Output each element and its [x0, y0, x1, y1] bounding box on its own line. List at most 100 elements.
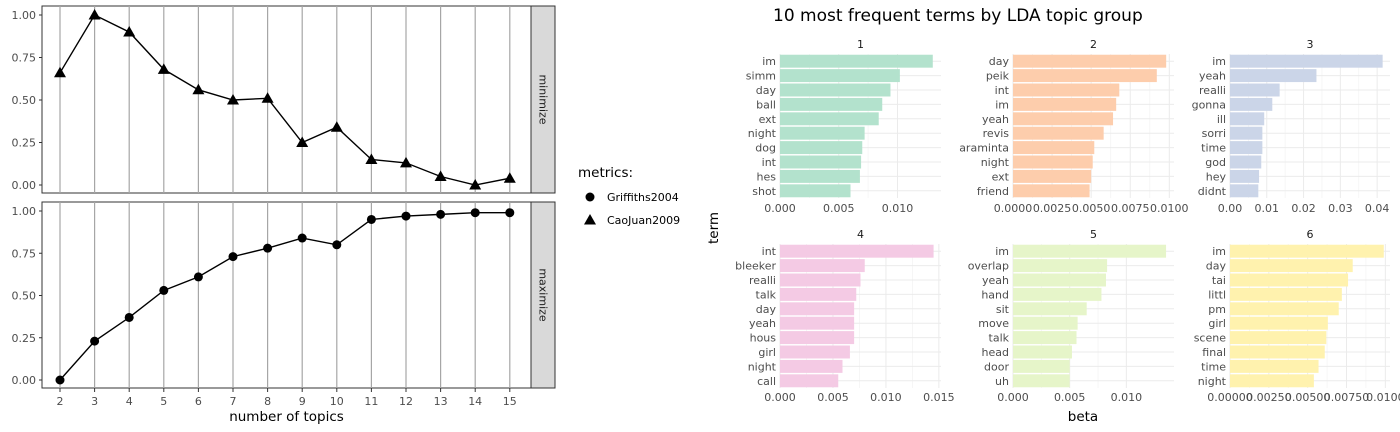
bar-5-im [1013, 244, 1167, 258]
y-tick-label: night [1198, 375, 1227, 388]
bar-3-yeah [1230, 69, 1317, 83]
y-tick-label: shot [752, 185, 776, 198]
y-tick-label: girl [758, 346, 776, 359]
bar-1-night [780, 126, 865, 140]
bar-5-yeah [1013, 273, 1106, 287]
y-tick-label: sorri [1202, 127, 1226, 140]
data-point-triangle [227, 94, 239, 105]
bar-5-hand [1013, 287, 1102, 301]
bar-1-ext [780, 112, 879, 126]
bar-4-night [780, 359, 843, 373]
bar-6-pm [1230, 302, 1339, 316]
x-tick-label: 0.00750 [1324, 391, 1370, 404]
y-tick-label: im [1212, 55, 1226, 68]
x-tick-label: 11 [364, 395, 378, 408]
data-point-triangle [365, 153, 378, 164]
panel-minimize [41, 5, 532, 194]
y-tick-label: didnt [1198, 185, 1227, 198]
bar-2-yeah [1013, 112, 1114, 126]
bar-3-gonna [1230, 97, 1273, 111]
y-tick-label: time [1201, 360, 1226, 373]
legend-title: metrics: [578, 165, 633, 181]
bar-4-talk [780, 287, 857, 301]
bar-6-time [1230, 359, 1319, 373]
y-tick-label: hey [1206, 170, 1227, 183]
x-tick-label: 0.00000 [1207, 391, 1253, 404]
series-line-Griffiths2004 [59, 211, 510, 381]
y-tick-label: littl [1208, 288, 1226, 301]
bar-6-final [1230, 345, 1325, 359]
chart-title: 10 most frequent terms by LDA topic grou… [773, 6, 1143, 26]
y-tick-label: pm [1208, 303, 1226, 316]
bar-1-hes [780, 169, 860, 183]
x-axis-title: number of topics [229, 409, 344, 425]
y-axis-title: term [706, 212, 722, 244]
y-tick-label: talk [989, 332, 1010, 345]
x-tick-label: 9 [299, 395, 306, 408]
y-tick-label: im [762, 55, 776, 68]
bar-3-god [1230, 155, 1262, 169]
y-tick-label: im [995, 98, 1009, 111]
bar-5-door [1013, 359, 1070, 373]
x-tick-label: 0.01 [1255, 202, 1280, 215]
facet-strip-label: 3 [1307, 38, 1314, 51]
y-tick-label: realli [1199, 84, 1226, 97]
x-tick-label: 0.00500 [1285, 391, 1331, 404]
x-tick-label: 0.0025 [1033, 202, 1072, 215]
y-tick-label: night [748, 127, 777, 140]
bar-1-dog [780, 141, 863, 155]
y-tick-label: night [748, 360, 777, 373]
bar-1-int [780, 155, 862, 169]
x-tick-label: 0.000 [997, 391, 1029, 404]
y-tick-label: 0.50 [12, 94, 37, 107]
data-point-circle [55, 375, 65, 385]
y-tick-label: 0.00 [12, 374, 37, 387]
y-tick-label: uh [995, 375, 1009, 388]
bar-3-realli [1230, 83, 1280, 97]
data-point-triangle [330, 121, 343, 132]
x-tick-label: 0.04 [1365, 202, 1390, 215]
data-point-circle [470, 208, 480, 218]
y-tick-label: int [762, 156, 777, 169]
x-tick-label: 3 [91, 395, 98, 408]
bar-6-im [1230, 244, 1384, 258]
facet-strip [530, 201, 556, 389]
y-tick-label: ext [992, 170, 1010, 183]
y-tick-label: 1.00 [12, 9, 37, 22]
y-tick-label: int [762, 245, 777, 258]
x-tick-label: 0.03 [1328, 202, 1353, 215]
y-tick-label: day [989, 55, 1010, 68]
bar-5-overlap [1013, 259, 1108, 273]
y-tick-label: revis [983, 127, 1010, 140]
x-tick-label: 2 [57, 395, 64, 408]
y-tick-label: 0.75 [12, 247, 37, 260]
y-tick-label: night [981, 156, 1010, 169]
data-point-triangle [469, 179, 482, 190]
data-point-triangle [88, 9, 101, 20]
x-tick-label: 7 [230, 395, 237, 408]
y-tick-label: tai [1212, 274, 1226, 287]
bar-5-head [1013, 345, 1072, 359]
y-tick-label: im [1212, 245, 1226, 258]
y-tick-label: 0.00 [12, 179, 37, 192]
x-tick-label: 0.010 [870, 391, 902, 404]
bar-2-im [1013, 97, 1117, 111]
bar-1-im [780, 54, 933, 68]
bar-2-peik [1013, 69, 1157, 83]
bar-5-uh [1013, 374, 1070, 388]
data-point-triangle [400, 156, 412, 168]
data-point-circle [436, 209, 446, 219]
bar-6-tai [1230, 273, 1349, 287]
facet-strip-label: 1 [857, 38, 864, 51]
x-tick-label: 0.005 [817, 391, 849, 404]
y-tick-label: god [1205, 156, 1226, 169]
x-tick-label: 12 [399, 395, 413, 408]
y-tick-label: final [1202, 346, 1226, 359]
bar-4-hous [780, 331, 855, 345]
bar-5-move [1013, 316, 1078, 330]
y-tick-label: talk [756, 288, 777, 301]
bar-4-call [780, 374, 839, 388]
panel-maximize [41, 201, 532, 389]
x-tick-label: 14 [468, 395, 482, 408]
